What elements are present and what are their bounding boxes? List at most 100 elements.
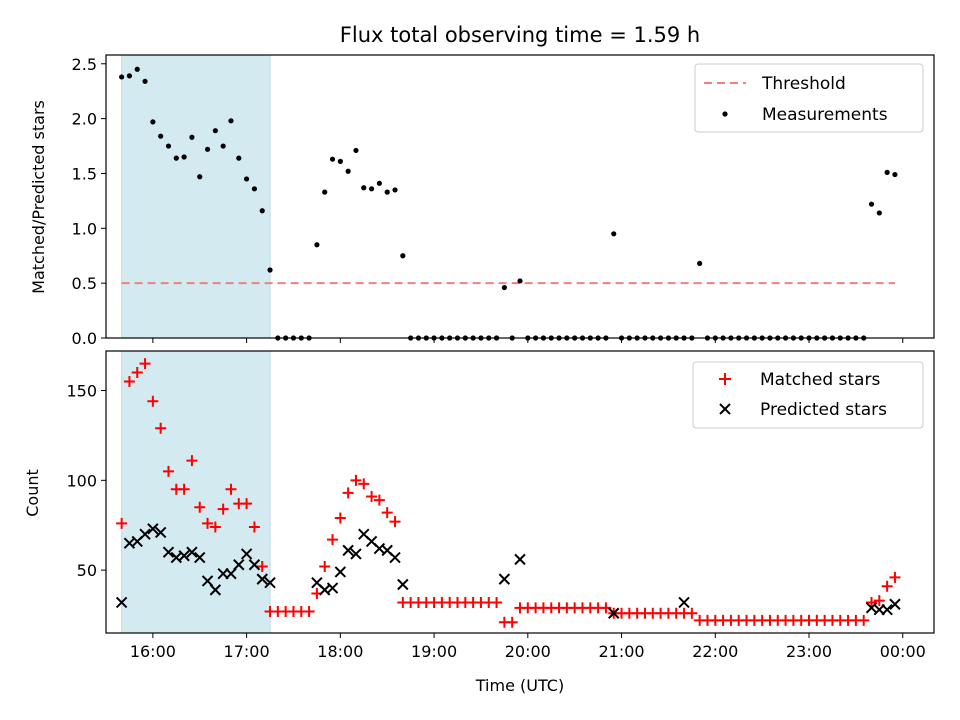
top-legend: Threshold Measurements <box>694 63 924 133</box>
matched-star-point-96 <box>866 596 878 608</box>
predicted-star-point-23 <box>334 566 347 578</box>
measurement-point-26 <box>322 189 328 195</box>
matched-star-point-16 <box>241 498 253 510</box>
bottom-y-tick-label-0: 50 <box>77 561 97 580</box>
matched-star-point-6 <box>162 465 174 477</box>
threshold-legend-label: Threshold <box>761 74 846 94</box>
measurement-point-17 <box>251 186 258 192</box>
measurement-point-33 <box>376 180 382 186</box>
predicted-star-point-17 <box>248 559 261 571</box>
predicted-star-point-5 <box>154 526 167 539</box>
bottom-x-tick-label-0: 16:00 <box>130 642 176 661</box>
measurement-point-34 <box>384 189 390 195</box>
bottom-x-tick-label-6: 22:00 <box>692 642 738 661</box>
matched-legend-marker <box>719 373 731 385</box>
matched-star-point-95 <box>858 614 870 626</box>
measurement-point-4 <box>150 119 156 125</box>
measurement-point-7 <box>173 155 179 161</box>
predicted-star-point-39 <box>889 598 901 610</box>
matched-star-point-4 <box>147 395 159 407</box>
bottom-x-tick-label-4: 20:00 <box>505 642 551 661</box>
matched-star-point-14 <box>225 483 237 495</box>
measurement-point-14 <box>228 118 234 124</box>
matched-star-point-10 <box>194 501 206 513</box>
bottom-panel: 50 100 150 16:00 17:00 18:00 19:00 20:00 21:00 2… <box>23 350 935 695</box>
predicted-star-point-4 <box>147 523 159 535</box>
predicted-star-point-16 <box>240 548 253 560</box>
measurement-point-35 <box>392 187 398 193</box>
measurement-point-99 <box>892 171 898 178</box>
matched-star-point-28 <box>334 512 346 524</box>
measurement-point-97 <box>876 210 882 216</box>
predicted-star-point-15 <box>233 559 245 571</box>
top-y-ticks: 0.0 0.5 1.0 1.5 2.0 2.5 <box>72 55 106 348</box>
matched-star-point-32 <box>366 490 378 502</box>
top-x-ticks <box>152 338 904 343</box>
measurement-point-63 <box>611 231 617 237</box>
measurement-point-27 <box>329 156 336 162</box>
bottom-x-tick-label-8: 00:00 <box>880 642 926 661</box>
matched-star-point-35 <box>389 516 401 528</box>
measurement-point-6 <box>165 143 172 149</box>
measurement-point-11 <box>204 146 211 152</box>
top-y-tick-label-3: 1.5 <box>72 164 97 183</box>
matched-star-point-34 <box>381 507 393 519</box>
measurement-point-2 <box>134 66 140 72</box>
bottom-x-ticks: 16:00 17:00 18:00 19:00 20:00 21:00 22:00 23:00… <box>130 633 926 661</box>
matched-star-point-3 <box>139 358 151 370</box>
matched-star-point-9 <box>186 455 198 467</box>
predicted-star-point-11 <box>201 575 214 587</box>
measurement-point-51 <box>517 278 523 284</box>
predicted-star-point-10 <box>194 551 206 564</box>
measurement-point-13 <box>220 143 226 149</box>
measurement-point-32 <box>368 186 375 192</box>
predicted-star-point-3 <box>139 528 151 540</box>
bottom-x-tick-label-2: 18:00 <box>317 642 363 661</box>
measurement-point-31 <box>361 185 367 191</box>
top-shaded-interval <box>121 54 271 339</box>
measurement-point-18 <box>259 208 265 214</box>
measurement-point-74 <box>697 260 703 267</box>
predicted-star-point-14 <box>225 568 237 580</box>
predicted-star-point-9 <box>186 546 198 558</box>
matched-star-point-48 <box>491 596 503 608</box>
predicted-star-point-0 <box>115 596 128 609</box>
matched-star-point-30 <box>350 474 362 486</box>
measurement-point-30 <box>353 147 359 154</box>
predicted-star-point-8 <box>178 550 190 562</box>
top-y-tick-label-0: 0.0 <box>72 329 97 348</box>
measurement-point-29 <box>345 168 351 174</box>
bottom-y-axis-label: Count <box>23 469 42 517</box>
measurement-point-19 <box>267 267 273 273</box>
bottom-plot-content <box>115 350 901 634</box>
measurement-point-12 <box>212 128 218 134</box>
top-y-tick-label-1: 0.5 <box>72 274 97 293</box>
matched-star-point-17 <box>248 521 260 533</box>
measurement-point-49 <box>501 284 507 291</box>
top-y-tick-label-5: 2.5 <box>72 55 97 74</box>
measurement-point-98 <box>884 169 890 175</box>
matched-star-point-11 <box>202 517 214 529</box>
bottom-legend-box <box>692 361 924 429</box>
top-y-tick-label-2: 1.0 <box>72 219 97 238</box>
matched-star-point-98 <box>881 580 893 592</box>
x-axis-label: Time (UTC) <box>475 676 564 695</box>
predicted-star-point-34 <box>608 607 620 619</box>
matched-star-point-5 <box>155 422 167 434</box>
matched-star-point-50 <box>506 616 518 628</box>
predicted-star-point-6 <box>162 546 175 558</box>
measurement-point-28 <box>337 158 343 164</box>
matched-star-point-33 <box>373 494 385 506</box>
bottom-axes-frame <box>105 350 935 634</box>
predicted-star-point-33 <box>514 553 526 566</box>
predicted-legend-label: Predicted stars <box>760 400 887 420</box>
predicted-star-point-18 <box>256 573 268 585</box>
predicted-star-point-12 <box>209 584 222 596</box>
measurement-point-25 <box>314 242 320 248</box>
top-y-axis-label: Matched/Predicted stars <box>29 100 48 294</box>
matched-star-point-26 <box>319 561 331 573</box>
matched-star-point-73 <box>686 607 698 619</box>
predicted-star-point-32 <box>498 573 511 585</box>
predicted-star-point-38 <box>881 603 893 616</box>
